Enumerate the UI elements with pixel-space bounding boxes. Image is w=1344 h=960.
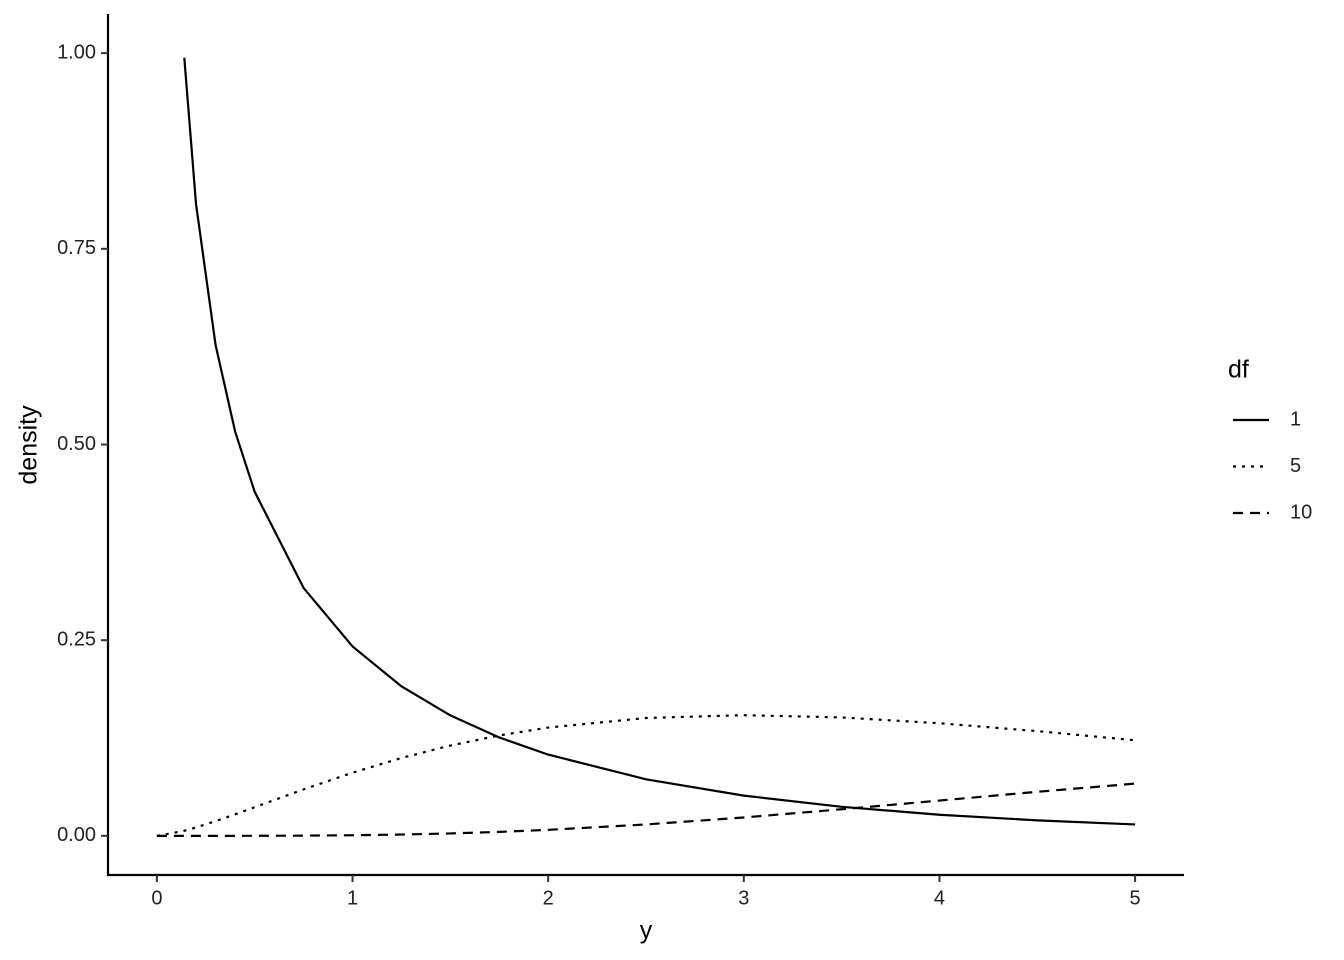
legend-label: 5 xyxy=(1290,455,1301,477)
x-tick-label: 1 xyxy=(347,887,358,909)
series-line xyxy=(183,57,1136,826)
y-tick-label: 1.00 xyxy=(57,41,96,63)
y-tick-label: 0.50 xyxy=(57,433,96,455)
x-tick-label: 2 xyxy=(543,887,554,909)
legend-label: 10 xyxy=(1290,501,1312,523)
x-tick-label: 5 xyxy=(1130,887,1141,909)
legend-title: df xyxy=(1228,356,1249,384)
x-tick-label: 4 xyxy=(934,887,945,909)
x-tick-label: 0 xyxy=(151,887,162,909)
x-tick-label: 3 xyxy=(738,887,749,909)
y-axis-label: density xyxy=(15,405,43,485)
legend-label: 1 xyxy=(1290,408,1301,430)
y-tick-label: 0.75 xyxy=(57,237,96,259)
y-tick-label: 0.25 xyxy=(57,628,96,650)
series-line xyxy=(156,782,1136,837)
x-axis-label: y xyxy=(640,917,653,945)
y-tick-label: 0.00 xyxy=(57,824,96,846)
